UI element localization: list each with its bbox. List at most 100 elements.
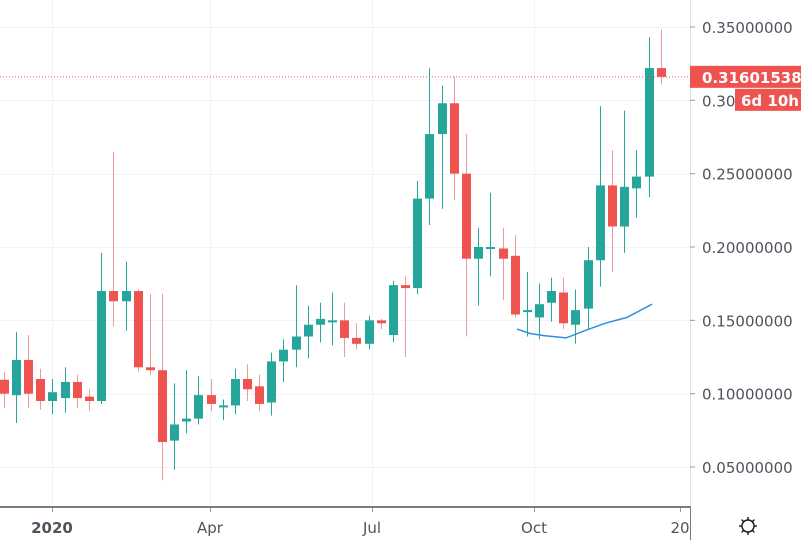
gear-icon-ring	[741, 519, 755, 533]
candle	[61, 367, 70, 413]
candle-body	[511, 255, 520, 315]
time-label: 20	[670, 519, 689, 537]
candle-body	[438, 103, 447, 135]
candle	[474, 227, 483, 306]
candle-body	[0, 379, 9, 394]
time-axis[interactable]: 2020 Apr Jul Oct 20	[0, 506, 691, 540]
gear-icon-tooth	[741, 529, 745, 533]
time-label: Oct	[521, 519, 547, 537]
candle	[596, 106, 605, 287]
price-label: 0.15000000	[702, 312, 793, 330]
candle-body	[24, 359, 33, 394]
gear-icon-tooth	[751, 529, 755, 533]
candle-body	[584, 260, 593, 309]
candle-body	[596, 185, 605, 261]
candle	[194, 376, 203, 425]
candle	[450, 76, 459, 201]
countdown-bg	[735, 88, 801, 111]
candle-body	[340, 320, 349, 338]
candle-body	[486, 247, 495, 250]
price-label: 0.05000000	[702, 459, 793, 477]
candle	[122, 261, 131, 331]
candle	[304, 305, 313, 359]
candle-body	[401, 285, 410, 289]
candle-body	[122, 291, 131, 302]
candle-body	[547, 291, 556, 303]
candle-body	[571, 310, 580, 325]
candle-body	[243, 379, 252, 390]
candle-body	[632, 176, 641, 189]
candle-body	[134, 291, 143, 368]
candle-body	[219, 405, 228, 408]
candle	[486, 192, 495, 277]
candle	[413, 181, 422, 294]
candle-body	[559, 292, 568, 324]
candle-body	[61, 381, 70, 399]
candle	[499, 227, 508, 300]
candle-body	[267, 361, 276, 403]
candle-body	[73, 381, 82, 399]
candle	[632, 150, 641, 218]
candle	[340, 302, 349, 358]
candle	[547, 277, 556, 322]
candle	[645, 37, 654, 198]
ma-polyline	[516, 303, 653, 339]
price-label: 0.10000000	[702, 386, 793, 404]
candle-body	[499, 248, 508, 259]
candle-body	[194, 395, 203, 419]
candle	[158, 293, 167, 481]
candle-body	[231, 379, 240, 406]
candle-body	[36, 379, 45, 402]
candle-body	[608, 185, 617, 227]
candle	[231, 368, 240, 415]
candle-body	[158, 370, 167, 443]
gear-icon-tooth	[751, 519, 755, 523]
countdown-label: 6d 10h	[741, 92, 799, 110]
candle	[292, 285, 301, 368]
candle	[182, 370, 191, 434]
candle-body	[413, 198, 422, 289]
candle-body	[146, 367, 155, 371]
candle	[73, 374, 82, 409]
candle	[134, 289, 143, 372]
candle-body	[328, 320, 337, 323]
candle-body	[462, 173, 471, 259]
candle	[657, 29, 666, 85]
candle-body	[450, 103, 459, 174]
price-label: 0.35000000	[702, 19, 793, 37]
candle	[523, 271, 532, 337]
candle-body	[535, 304, 544, 318]
candle	[438, 85, 447, 209]
candle	[85, 389, 94, 412]
candle-body	[279, 349, 288, 362]
candle	[352, 323, 361, 350]
gear-icon-tooth	[741, 519, 745, 523]
candle-body	[425, 134, 434, 199]
candle-body	[207, 395, 216, 404]
candle	[377, 318, 386, 330]
candle	[109, 151, 118, 327]
time-label: 2020	[31, 519, 73, 537]
candle-body	[255, 386, 264, 404]
candle-body	[474, 247, 483, 259]
candle	[608, 150, 617, 272]
candle-body	[182, 418, 191, 422]
candle-body	[170, 424, 179, 441]
candle	[24, 335, 33, 409]
candle	[389, 280, 398, 343]
candle-body	[657, 68, 666, 77]
candle-body	[316, 318, 325, 325]
candle-body	[620, 186, 629, 227]
price-tag-label: 0.31601538	[702, 69, 801, 87]
gear-icon[interactable]	[739, 517, 757, 535]
price-label: 0.25000000	[702, 166, 793, 184]
candle	[146, 293, 155, 375]
price-tag-bg	[690, 65, 801, 88]
candle-body	[48, 392, 57, 402]
moving-average-line	[516, 303, 653, 339]
candle-body	[12, 359, 21, 396]
candle-body	[97, 291, 106, 402]
candle	[0, 371, 9, 409]
candle	[36, 368, 45, 410]
